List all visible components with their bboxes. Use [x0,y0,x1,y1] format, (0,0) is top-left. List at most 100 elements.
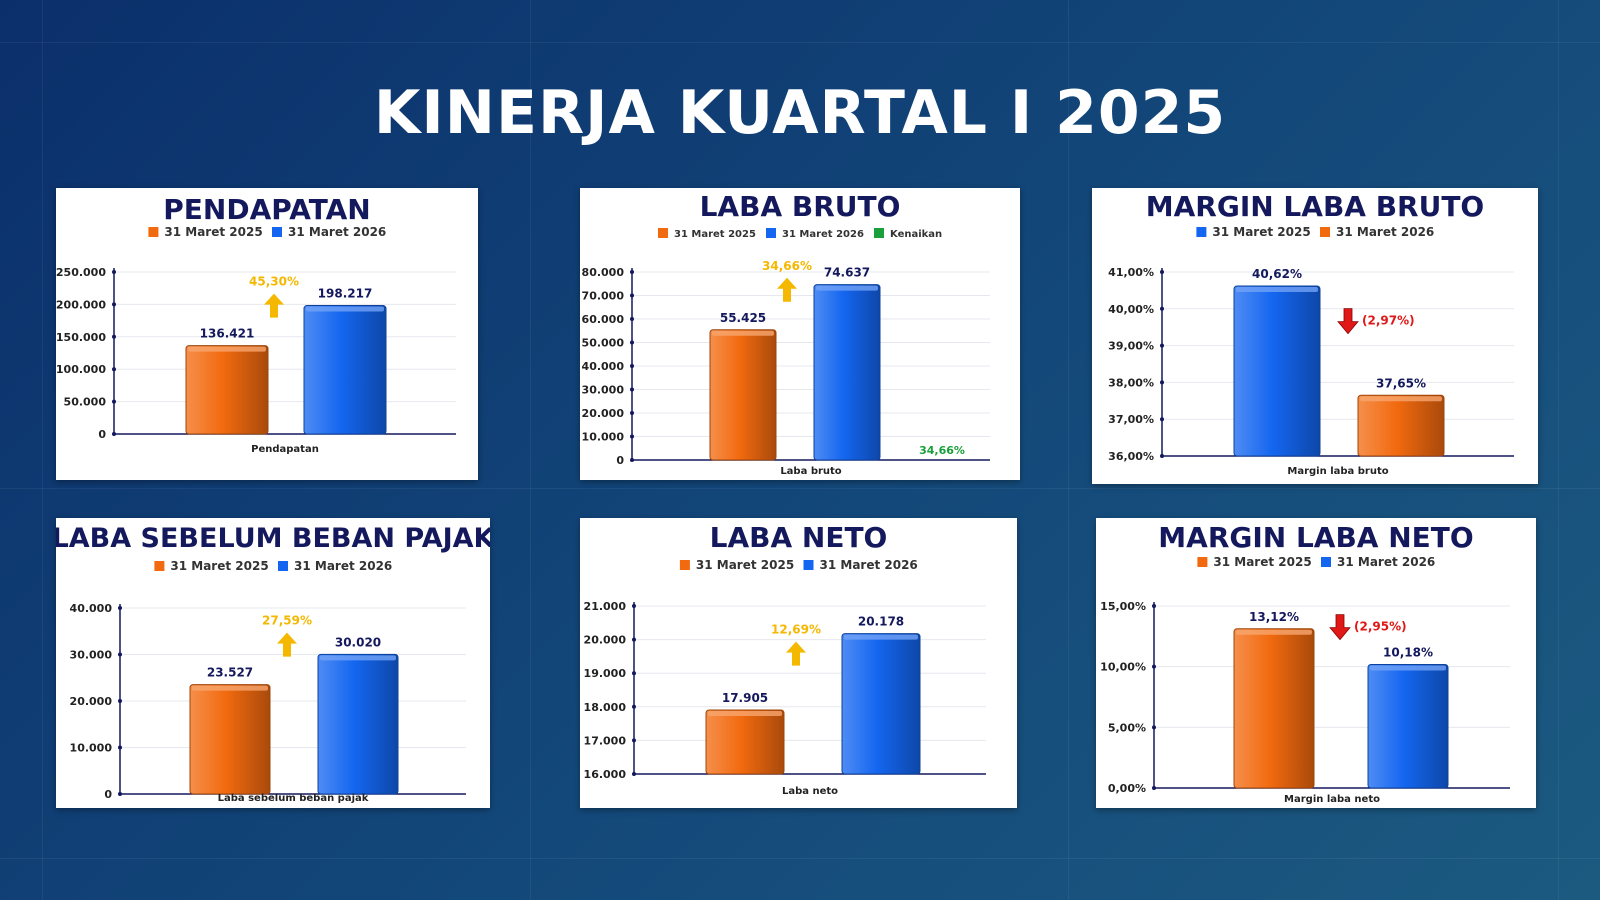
x-axis-label: Laba sebelum beban pajak [218,793,369,804]
legend-label: 31 Maret 2026 [288,225,386,239]
legend-swatch [278,561,288,571]
y-tick-label: 41,00% [1108,266,1154,279]
y-tick-label: 0 [616,454,624,467]
bar-highlight [844,634,918,640]
y-tick-label: 16.000 [584,768,627,781]
bar-highlight [712,330,774,336]
chart-laba-bruto: LABA BRUTO 31 Maret 2025 31 Maret 2026 Kena… [582,190,990,477]
data-label: 23.527 [207,666,253,680]
legend-swatch [148,227,159,237]
chart-panel-pendapatan: PENDAPATAN 31 Maret 2025 31 Maret 2026 0 50.… [56,188,478,480]
y-tick-mark [1160,454,1164,458]
y-tick-mark [1152,786,1156,790]
bar [1233,285,1321,457]
y-tick-mark [630,270,634,274]
chart-panel-margin-laba-neto: MARGIN LABA NETO 31 Maret 2025 31 Maret 20… [1096,518,1536,808]
y-tick-mark [632,738,636,743]
bg-grid-line [0,488,1600,489]
legend-swatch [874,228,884,238]
x-axis-label: Pendapatan [251,444,319,455]
y-tick-mark [112,334,116,339]
y-tick-mark [112,302,116,307]
chart-title: MARGIN LABA NETO [1158,521,1473,554]
up-arrow-icon [277,632,297,657]
bg-grid-line [530,0,531,900]
data-label: 37,65% [1376,376,1426,390]
legend-swatch [1196,227,1207,237]
legend-swatch [679,560,690,570]
y-tick-label: 70.000 [582,290,625,303]
y-tick-label: 30.000 [70,649,113,662]
bar-highlight [192,685,268,691]
page-title: KINERJA KUARTAL I 2025 [373,78,1227,148]
bar-highlight [1370,665,1446,671]
bar [709,329,777,461]
legend-swatch [1320,227,1330,237]
y-tick-label: 20.000 [584,634,627,647]
y-tick-mark [1152,664,1156,669]
y-tick-label: 40.000 [70,602,113,615]
legend-swatch [658,228,668,238]
bg-grid-line [1558,0,1559,900]
data-label: 74.637 [824,266,870,280]
data-label: 20.178 [858,615,904,629]
y-tick-mark [1160,343,1164,348]
data-label: 10,18% [1383,645,1433,659]
y-tick-label: 20.000 [70,695,113,708]
chart-margin-laba-bruto: MARGIN LABA BRUTO 31 Maret 2025 31 Maret 2… [1108,190,1514,477]
change-label: (2,97%) [1362,314,1415,328]
chart-title: LABA SEBELUM BEBAN PAJAK [56,523,490,554]
x-axis-label: Margin laba neto [1284,794,1380,805]
y-tick-mark [112,432,116,436]
bar [841,633,921,775]
extra-label: 34,66% [919,444,965,457]
y-tick-label: 38,00% [1108,376,1154,389]
y-tick-label: 5,00% [1108,721,1146,734]
y-tick-label: 19.000 [584,667,627,680]
data-label: 30.020 [335,635,381,649]
y-tick-mark [630,458,634,462]
y-tick-label: 100.000 [56,363,106,376]
y-tick-label: 0 [98,428,106,441]
bar [813,284,881,461]
change-label: 34,66% [762,259,812,273]
down-arrow-icon [1329,614,1351,641]
y-tick-mark [118,699,122,703]
y-tick-mark [632,671,636,676]
y-tick-mark [112,399,116,404]
down-arrow-icon [1337,308,1359,335]
x-axis-label: Laba neto [782,786,838,797]
bar [303,305,387,435]
bg-grid-line [0,42,1600,43]
y-tick-label: 0,00% [1108,782,1146,795]
legend-swatch [272,227,282,237]
y-tick-label: 15,00% [1100,600,1146,613]
legend-label: 31 Maret 2026 [782,229,864,240]
legend-label: Kenaikan [890,229,942,240]
chart-title: PENDAPATAN [163,193,370,226]
y-tick-label: 21.000 [584,600,627,613]
x-axis-label: Margin laba bruto [1287,466,1388,477]
y-tick-label: 0 [104,788,112,801]
legend-label: 31 Maret 2025 [696,558,794,572]
bar [189,684,271,795]
y-tick-label: 10.000 [70,742,113,755]
up-arrow-icon [264,293,284,318]
legend-label: 31 Maret 2025 [1212,225,1310,239]
data-label: 198.217 [318,287,373,301]
y-tick-label: 17.000 [584,734,627,747]
y-tick-mark [118,792,122,796]
bar [1367,663,1449,789]
bar [185,345,269,435]
legend-label: 31 Maret 2025 [170,559,268,573]
legend-swatch [803,560,814,570]
y-tick-mark [630,317,634,321]
chart-laba-sebelum-beban-pajak: LABA SEBELUM BEBAN PAJAK 31 Maret 2025 31 … [56,523,490,804]
y-tick-mark [630,340,634,345]
legend-label: 31 Maret 2026 [294,559,392,573]
y-tick-mark [630,411,634,415]
legend-swatch [154,561,165,571]
y-tick-mark [112,270,116,274]
bar-highlight [188,346,266,352]
